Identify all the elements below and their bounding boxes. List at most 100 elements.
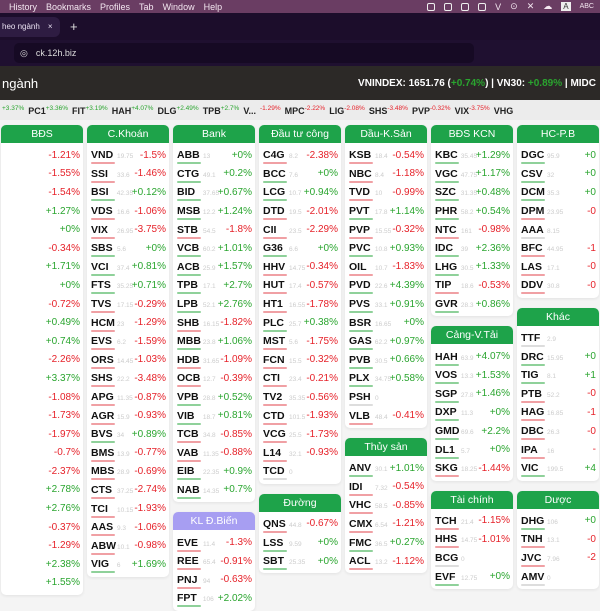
stock-row[interactable]: BSI 42.35 +0.12% xyxy=(87,183,169,202)
stock-ticker[interactable]: CTS xyxy=(91,484,115,499)
stock-row[interactable]: OIL 10.7 -1.83% xyxy=(345,258,427,277)
stock-row[interactable]: PVB 30.5 +0.66% xyxy=(345,351,427,370)
stock-row[interactable]: PSH 0 xyxy=(345,388,427,407)
stock-row[interactable]: +3.37% xyxy=(1,369,83,388)
stock-row[interactable]: HAH 63.9 +4.07% xyxy=(431,347,513,366)
stock-ticker[interactable]: DL1 xyxy=(435,444,459,459)
stock-ticker[interactable]: TCH xyxy=(435,515,459,530)
stock-row[interactable]: DPM 23.95 -0 xyxy=(517,202,599,221)
stock-ticker[interactable]: ABB xyxy=(177,149,201,165)
stock-row[interactable]: TNH 13.1 -0 xyxy=(517,530,599,549)
stock-row[interactable]: MBB 23.8 +1.06% xyxy=(173,332,255,351)
stock-row[interactable]: TCD 0 xyxy=(259,462,341,481)
stock-ticker[interactable]: HUT xyxy=(263,279,287,295)
stock-row[interactable]: ORS 14.45 -1.03% xyxy=(87,351,169,370)
stock-ticker[interactable]: ANV xyxy=(349,462,373,478)
stock-ticker[interactable]: PTB xyxy=(521,388,545,403)
stock-row[interactable]: -0.34% xyxy=(1,239,83,258)
input-source-badge[interactable]: A xyxy=(561,2,571,11)
stock-row[interactable]: VPB 28.8 +0.52% xyxy=(173,388,255,407)
stock-ticker[interactable]: IPA xyxy=(521,444,545,459)
stock-ticker[interactable]: PLC xyxy=(263,317,287,332)
stock-ticker[interactable]: SHB xyxy=(177,317,201,332)
stock-row[interactable]: -1.21% xyxy=(1,146,83,165)
stock-row[interactable]: SKG 18.25 -1.44% xyxy=(431,459,513,478)
strip-item[interactable]: SHS-3.48% xyxy=(369,105,408,116)
stock-row[interactable]: -0.37% xyxy=(1,518,83,537)
stock-ticker[interactable]: CTI xyxy=(263,372,287,388)
stock-ticker[interactable]: OCB xyxy=(177,372,201,388)
stock-row[interactable]: PHR 58.2 +0.54% xyxy=(431,202,513,221)
stock-ticker[interactable]: TPB xyxy=(177,279,201,295)
strip-item[interactable]: VIX-3.75% xyxy=(455,105,490,116)
stock-ticker[interactable]: CTG xyxy=(177,168,201,183)
stock-ticker[interactable]: BCG xyxy=(435,552,459,567)
stock-ticker[interactable]: HT1 xyxy=(263,298,287,314)
stock-row[interactable]: -1.55% xyxy=(1,165,83,184)
stock-ticker[interactable]: DHG xyxy=(521,515,545,530)
stock-ticker[interactable]: JVC xyxy=(521,552,545,567)
stock-ticker[interactable]: MBB xyxy=(177,335,201,351)
stock-row[interactable]: G36 6.6 +0% xyxy=(259,239,341,258)
stock-ticker[interactable]: QNS xyxy=(263,518,287,533)
stock-ticker[interactable]: GMD xyxy=(435,425,460,441)
stock-ticker[interactable]: DXP xyxy=(435,406,459,422)
stock-ticker[interactable]: BID xyxy=(177,186,201,202)
stock-ticker[interactable]: TCB xyxy=(177,428,201,444)
stock-ticker[interactable]: KSB xyxy=(349,149,373,165)
stock-ticker[interactable]: KBC xyxy=(435,149,459,165)
stock-ticker[interactable]: VCB xyxy=(177,242,201,258)
stock-ticker[interactable]: HDB xyxy=(177,354,201,369)
stock-row[interactable]: AAA 8.15 xyxy=(517,220,599,239)
stock-ticker[interactable]: PSH xyxy=(349,391,373,407)
status-icon[interactable] xyxy=(427,2,436,11)
menu-tab[interactable]: Tab xyxy=(139,1,154,12)
stock-ticker[interactable]: DDV xyxy=(521,279,545,295)
strip-item[interactable]: TPB+2.7% xyxy=(203,105,240,116)
stock-row[interactable]: SZC 31.35 +0.48% xyxy=(431,183,513,202)
stock-ticker[interactable]: SBT xyxy=(263,555,287,571)
stock-ticker[interactable]: VCI xyxy=(91,261,115,276)
input-source-label[interactable]: ABC xyxy=(579,3,594,10)
stock-ticker[interactable]: VDS xyxy=(91,205,115,221)
stock-row[interactable]: BID 37.65 +0.67% xyxy=(173,183,255,202)
stock-ticker[interactable]: ABW xyxy=(91,540,116,555)
stock-ticker[interactable]: PVC xyxy=(349,242,373,258)
sector-header[interactable]: BĐS xyxy=(1,125,83,143)
stock-row[interactable]: CII 23.5 -2.29% xyxy=(259,220,341,239)
sector-header[interactable]: Khác xyxy=(517,307,599,326)
menu-window[interactable]: Window xyxy=(162,1,195,12)
stock-row[interactable]: PLC 25.7 +0.38% xyxy=(259,313,341,332)
stock-row[interactable]: MBS 28.9 -0.69% xyxy=(87,462,169,481)
stock-row[interactable]: +0.74% xyxy=(1,332,83,351)
stock-ticker[interactable]: IDI xyxy=(349,481,373,496)
stock-ticker[interactable]: DCM xyxy=(521,186,545,202)
stock-ticker[interactable]: VOS xyxy=(435,369,459,385)
stock-row[interactable]: TPB 17.1 +2.7% xyxy=(173,276,255,295)
menu-profiles[interactable]: Profiles xyxy=(100,1,131,12)
stock-row[interactable]: NBC 8.4 -1.18% xyxy=(345,165,427,184)
stock-row[interactable]: BCG 0 xyxy=(431,549,513,568)
stock-ticker[interactable]: FMC xyxy=(349,537,373,552)
stock-row[interactable]: VCB 60.2 +1.01% xyxy=(173,239,255,258)
stock-row[interactable]: SBT 25.35 +0% xyxy=(259,552,341,571)
stock-row[interactable]: HAG 16.85 -1 xyxy=(517,403,599,422)
stock-ticker[interactable]: VPB xyxy=(177,391,201,407)
stock-ticker[interactable]: CII xyxy=(263,224,287,239)
stock-row[interactable]: +1.55% xyxy=(1,574,83,593)
stock-ticker[interactable]: LPB xyxy=(177,298,201,314)
menu-history[interactable]: History xyxy=(9,1,38,12)
sector-header[interactable]: KL Đ.Biến xyxy=(173,512,255,531)
stock-row[interactable]: LHG 30.5 +1.33% xyxy=(431,258,513,277)
stock-ticker[interactable]: FPT xyxy=(177,592,201,608)
stock-row[interactable]: IDI 7.32 -0.54% xyxy=(345,478,427,497)
stock-row[interactable]: TTF 2.9 xyxy=(517,329,599,348)
stock-row[interactable]: VCG 25.5 -1.73% xyxy=(259,425,341,444)
stock-row[interactable]: +1.71% xyxy=(1,258,83,277)
stock-row[interactable]: VIG 6 +1.69% xyxy=(87,555,169,574)
sector-header[interactable]: Bank xyxy=(173,125,255,143)
stock-row[interactable]: L14 32.1 -0.93% xyxy=(259,444,341,463)
stock-row[interactable]: AAS 9.3 -1.06% xyxy=(87,518,169,537)
stock-ticker[interactable]: TIP xyxy=(435,279,459,295)
stock-ticker[interactable]: TVD xyxy=(349,186,373,202)
